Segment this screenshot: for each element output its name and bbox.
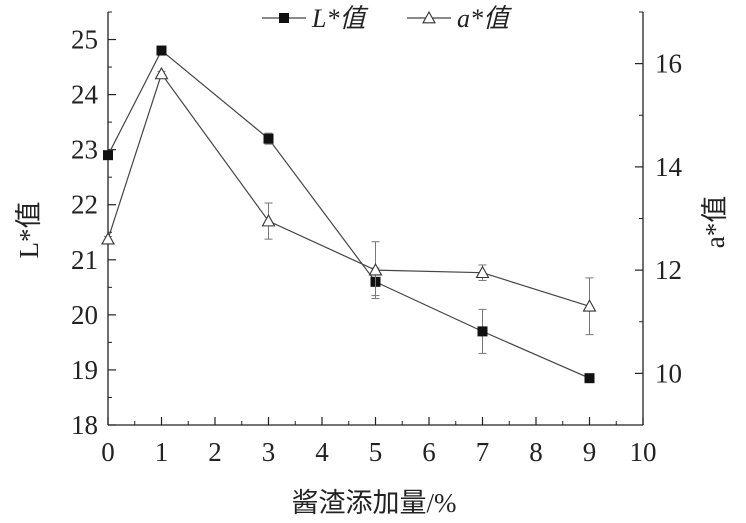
legend: L*值 a*值 bbox=[262, 4, 512, 33]
left-y-tick-label: 18 bbox=[71, 410, 98, 440]
left-y-tick-label: 19 bbox=[71, 355, 98, 385]
x-tick-label: 8 bbox=[529, 437, 543, 467]
series-layer bbox=[101, 45, 597, 384]
x-tick-label: 5 bbox=[369, 437, 383, 467]
legend-marker bbox=[279, 13, 289, 23]
left-y-tick-label: 20 bbox=[71, 300, 98, 330]
data-point bbox=[261, 213, 276, 227]
left-y-axis: 18 19 20 21 22 23 24 25 bbox=[71, 11, 116, 440]
left-y-tick-label: 22 bbox=[71, 190, 98, 220]
plot-frame bbox=[107, 12, 644, 426]
legend-label: L*值 bbox=[311, 4, 368, 33]
x-tick-label: 9 bbox=[583, 437, 597, 467]
data-point bbox=[582, 299, 597, 312]
data-point bbox=[154, 66, 169, 80]
left-y-tick-label: 23 bbox=[71, 135, 98, 165]
series-a-star bbox=[101, 66, 597, 336]
data-point bbox=[156, 45, 167, 56]
right-y-tick-label: 14 bbox=[655, 152, 683, 182]
legend-item: L*值 bbox=[262, 4, 368, 33]
series-line bbox=[107, 49, 590, 379]
left-y-tick-label: 24 bbox=[71, 80, 99, 110]
left-y-axis-title: L*值 bbox=[14, 202, 44, 259]
right-y-tick-label: 12 bbox=[655, 255, 682, 285]
x-tick-label: 3 bbox=[262, 437, 276, 467]
legend-label: a*值 bbox=[457, 4, 512, 33]
series-line bbox=[107, 72, 590, 307]
data-point bbox=[101, 232, 115, 245]
x-tick-label: 6 bbox=[422, 437, 436, 467]
right-y-axis-title: a*值 bbox=[700, 196, 730, 248]
data-point bbox=[475, 265, 490, 279]
left-y-tick-label: 25 bbox=[71, 25, 98, 55]
x-tick-label: 7 bbox=[476, 437, 490, 467]
data-point bbox=[263, 133, 274, 144]
x-tick-label: 1 bbox=[155, 437, 169, 467]
legend-item: a*值 bbox=[407, 4, 512, 33]
data-point bbox=[477, 326, 488, 337]
x-tick-label: 2 bbox=[208, 437, 222, 467]
x-tick-label: 10 bbox=[630, 437, 657, 467]
legend-marker bbox=[422, 10, 436, 24]
x-axis-title: 酱渣添加量/% bbox=[292, 488, 457, 518]
data-point bbox=[368, 262, 383, 276]
right-y-axis: 10 12 14 16 bbox=[635, 11, 683, 426]
left-y-tick-label: 21 bbox=[71, 245, 98, 275]
x-tick-label: 4 bbox=[315, 437, 329, 467]
data-point bbox=[103, 150, 113, 161]
right-y-tick-label: 16 bbox=[655, 49, 682, 79]
x-tick-label: 0 bbox=[101, 437, 115, 467]
x-axis: 0 1 2 3 4 5 6 7 8 9 10 bbox=[101, 417, 657, 467]
right-y-tick-label: 10 bbox=[655, 358, 682, 388]
series-l-star bbox=[103, 45, 595, 384]
data-point bbox=[584, 373, 595, 384]
